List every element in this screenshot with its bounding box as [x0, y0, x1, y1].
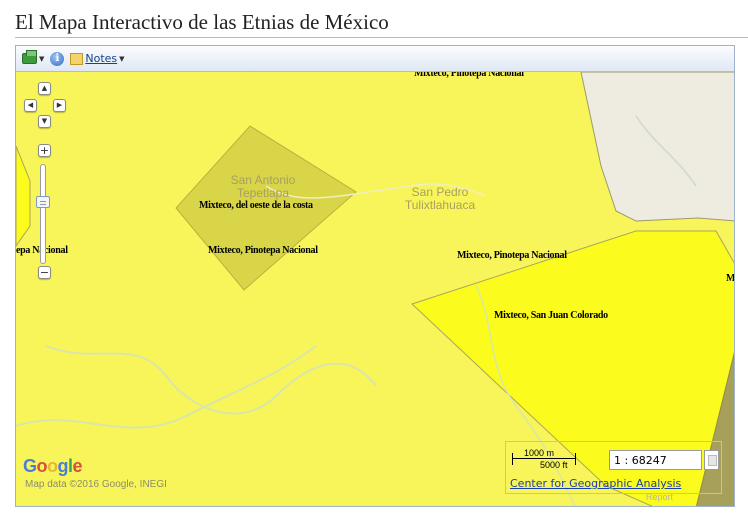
arrow-left-icon: ◀ — [27, 101, 34, 109]
river-line — [635, 115, 697, 187]
zoom-out-button[interactable]: − — [38, 266, 51, 279]
ethnic-label: Mixteco, Pinotepa Nacional — [208, 245, 318, 256]
ethnic-label: Mixteco, Pinotepa Nacional — [457, 250, 567, 261]
place-label: San Antonio Tepetlapa — [230, 173, 296, 200]
plus-icon: + — [39, 144, 50, 157]
info-button[interactable]: i — [50, 51, 65, 66]
ethnic-region-dark — [695, 352, 734, 506]
zoom-slider-track[interactable] — [40, 164, 46, 264]
layers-button[interactable]: ▼ — [22, 50, 45, 64]
river-line — [16, 345, 317, 429]
chevron-down-icon: ▼ — [39, 54, 45, 63]
river-line — [45, 345, 377, 415]
report-link[interactable]: Report — [646, 492, 674, 502]
scale-panel: 1000 m 5000 ft Center for Geographic Ana… — [505, 441, 722, 494]
center-for-geographic-analysis-link[interactable]: Center for Geographic Analysis — [510, 477, 682, 490]
ethnic-region-left — [16, 145, 31, 247]
scale-metric-label: 1000 m — [524, 448, 555, 458]
scale-go-button[interactable] — [704, 450, 719, 470]
ethnic-label: Mixteco, Pinotepa Nacional — [414, 68, 524, 79]
ethnic-label: Mixteco, del oeste de la costa — [199, 200, 313, 211]
info-icon: i — [50, 51, 65, 66]
chevron-down-icon: ▼ — [119, 54, 125, 63]
place-label: San Pedro Tulixtlahuaca — [404, 185, 476, 212]
zoom-slider-handle[interactable] — [36, 196, 50, 208]
map-canvas[interactable] — [16, 46, 735, 507]
notes-label: Notes — [85, 52, 118, 65]
zoom-in-button[interactable]: + — [38, 144, 51, 157]
scale-ratio-input[interactable] — [609, 450, 702, 470]
ethnic-label: M — [726, 273, 735, 284]
land-area — [580, 71, 734, 222]
scale-bar — [512, 453, 576, 465]
layers-icon — [22, 50, 37, 64]
notes-button[interactable]: Notes ▼ — [70, 52, 125, 65]
ethnic-region-san-juan-colorado — [411, 230, 734, 506]
pan-up-button[interactable]: ▲ — [38, 82, 51, 95]
scale-imperial-label: 5000 ft — [540, 460, 568, 470]
map-toolbar: ▼ i Notes ▼ — [16, 46, 734, 72]
arrow-up-icon: ▲ — [41, 84, 48, 92]
river-line — [475, 285, 576, 506]
minus-icon: − — [39, 266, 50, 279]
pan-right-button[interactable]: ▶ — [53, 99, 66, 112]
ethnic-label: Mixteco, San Juan Colorado — [494, 310, 608, 321]
road-line — [265, 183, 487, 199]
notes-icon — [70, 52, 84, 65]
pan-left-button[interactable]: ◀ — [24, 99, 37, 112]
map-frame[interactable]: ▼ i Notes ▼ San Antonio Tepetlapa San Ped… — [15, 45, 735, 507]
arrow-down-icon: ▼ — [41, 117, 48, 125]
arrow-right-icon: ▶ — [56, 101, 63, 109]
pan-down-button[interactable]: ▼ — [38, 115, 51, 128]
google-logo: Google — [23, 456, 83, 476]
page-title: El Mapa Interactivo de las Etnias de Méx… — [15, 10, 748, 38]
map-data-attribution: Map data ©2016 Google, INEGI — [25, 479, 167, 490]
ethnic-region-oeste-costa — [175, 125, 357, 291]
